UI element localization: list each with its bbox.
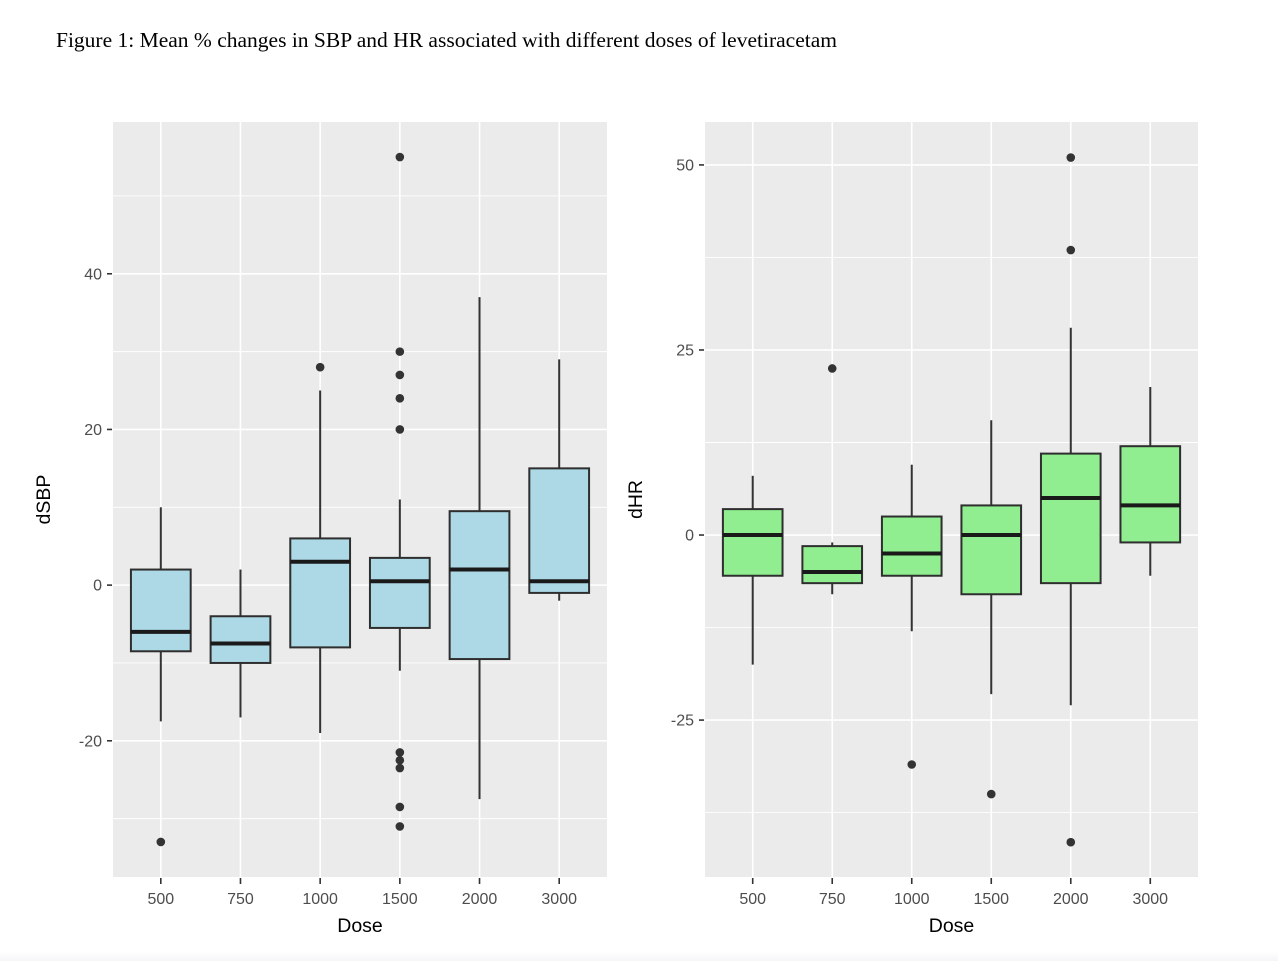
y-tick-label: 20 — [84, 422, 102, 439]
box-2000 — [448, 510, 511, 661]
box-3000 — [1119, 445, 1182, 544]
dsbp-boxplot-svg: 40 20 0 -20 500 750 1000 1500 2000 3000 Dose dSBP — [33, 122, 607, 937]
box-1500 — [368, 556, 431, 629]
box-1000 — [289, 537, 352, 649]
box-500 — [129, 568, 192, 653]
outlier-dot — [986, 789, 996, 799]
box-500 — [721, 508, 784, 577]
x-axis-title: Dose — [929, 915, 975, 937]
y-tick-label: 0 — [93, 578, 102, 595]
y-tick-label: 40 — [84, 266, 102, 283]
outlier-dot — [395, 394, 405, 403]
x-tick-label: 1000 — [302, 891, 338, 908]
box-750 — [209, 615, 272, 664]
box-1500 — [960, 504, 1023, 596]
outlier-dot — [156, 837, 166, 847]
plot-panel — [705, 122, 1198, 877]
outlier-dot — [395, 755, 405, 765]
x-tick-label: 1000 — [894, 891, 930, 908]
y-tick-label: -25 — [671, 713, 694, 730]
figure-title: Figure 1: Mean % changes in SBP and HR a… — [56, 28, 837, 52]
outlier-dot — [395, 802, 405, 812]
outlier-dot — [1066, 245, 1076, 255]
outlier-dot — [395, 370, 405, 380]
plot-panel — [113, 122, 607, 877]
x-tick-label: 500 — [739, 891, 766, 908]
y-tick-label: 25 — [676, 342, 694, 359]
x-tick-label: 3000 — [1132, 891, 1168, 908]
x-axis-title: Dose — [337, 915, 383, 937]
x-tick-label: 1500 — [382, 891, 418, 908]
x-tick-label: 750 — [819, 891, 846, 908]
outlier-dot — [395, 425, 405, 434]
outlier-dot — [1066, 837, 1076, 847]
outlier-dot — [395, 152, 405, 162]
y-tick-label: -20 — [79, 733, 102, 750]
x-tick-label: 3000 — [541, 891, 577, 908]
box-750 — [801, 545, 864, 585]
outlier-dot — [395, 347, 405, 356]
dhr-boxplot-svg: 50 25 0 -25 500 750 1000 1500 2000 3000 Dose dHR — [625, 122, 1198, 937]
window-bottom-edge — [0, 952, 1278, 961]
outlier-dot — [1066, 153, 1076, 162]
outlier-dot — [827, 364, 837, 373]
y-tick-label: 0 — [685, 528, 694, 545]
outlier-dot — [395, 763, 405, 773]
outlier-dot — [395, 748, 405, 757]
outlier-dot — [907, 760, 917, 769]
y-axis-title: dHR — [625, 480, 647, 519]
y-axis-title: dSBP — [33, 475, 55, 525]
x-tick-label: 1500 — [973, 891, 1009, 908]
outlier-dot — [395, 822, 405, 831]
x-tick-label: 750 — [227, 891, 254, 908]
x-tick-label: 2000 — [1053, 891, 1089, 908]
box-2000 — [1039, 452, 1102, 585]
outlier-dot — [315, 362, 325, 372]
x-tick-label: 2000 — [462, 891, 498, 908]
x-tick-label: 500 — [147, 891, 174, 908]
box-1000 — [880, 515, 943, 577]
y-tick-label: 50 — [676, 157, 694, 174]
box-3000 — [528, 467, 591, 594]
